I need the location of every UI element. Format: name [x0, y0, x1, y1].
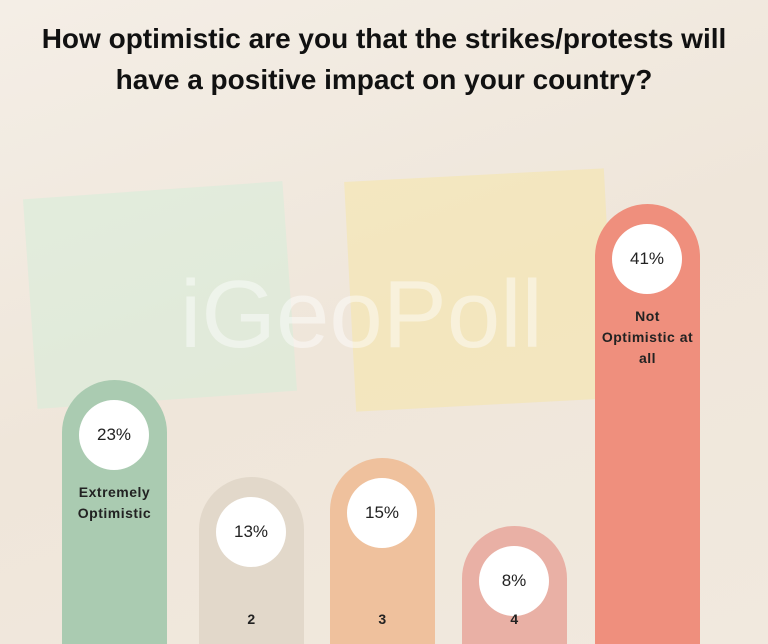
bar: 23% Extremely Optimistic [62, 379, 167, 644]
value-label: 8% [479, 546, 549, 616]
bar: 13% 2 [199, 477, 304, 644]
category-label: 3 [378, 611, 387, 627]
bar: 41% Not Optimistic at all [595, 204, 700, 644]
value-label: 23% [79, 399, 149, 470]
watermark: iGeoPoll [180, 261, 543, 368]
category-label: Extremely Optimistic [77, 483, 152, 521]
chart-title: How optimistic are you that the strikes/… [41, 23, 727, 95]
value-label: 13% [216, 497, 286, 568]
category-label: 4 [510, 611, 519, 627]
value-label: 15% [347, 477, 417, 548]
category-label: Not Optimistic at all [601, 308, 694, 367]
bar: 8% 4 [462, 526, 567, 644]
bar: 15% 3 [330, 457, 435, 644]
category-label: 2 [247, 611, 256, 627]
value-label: 41% [612, 224, 682, 295]
